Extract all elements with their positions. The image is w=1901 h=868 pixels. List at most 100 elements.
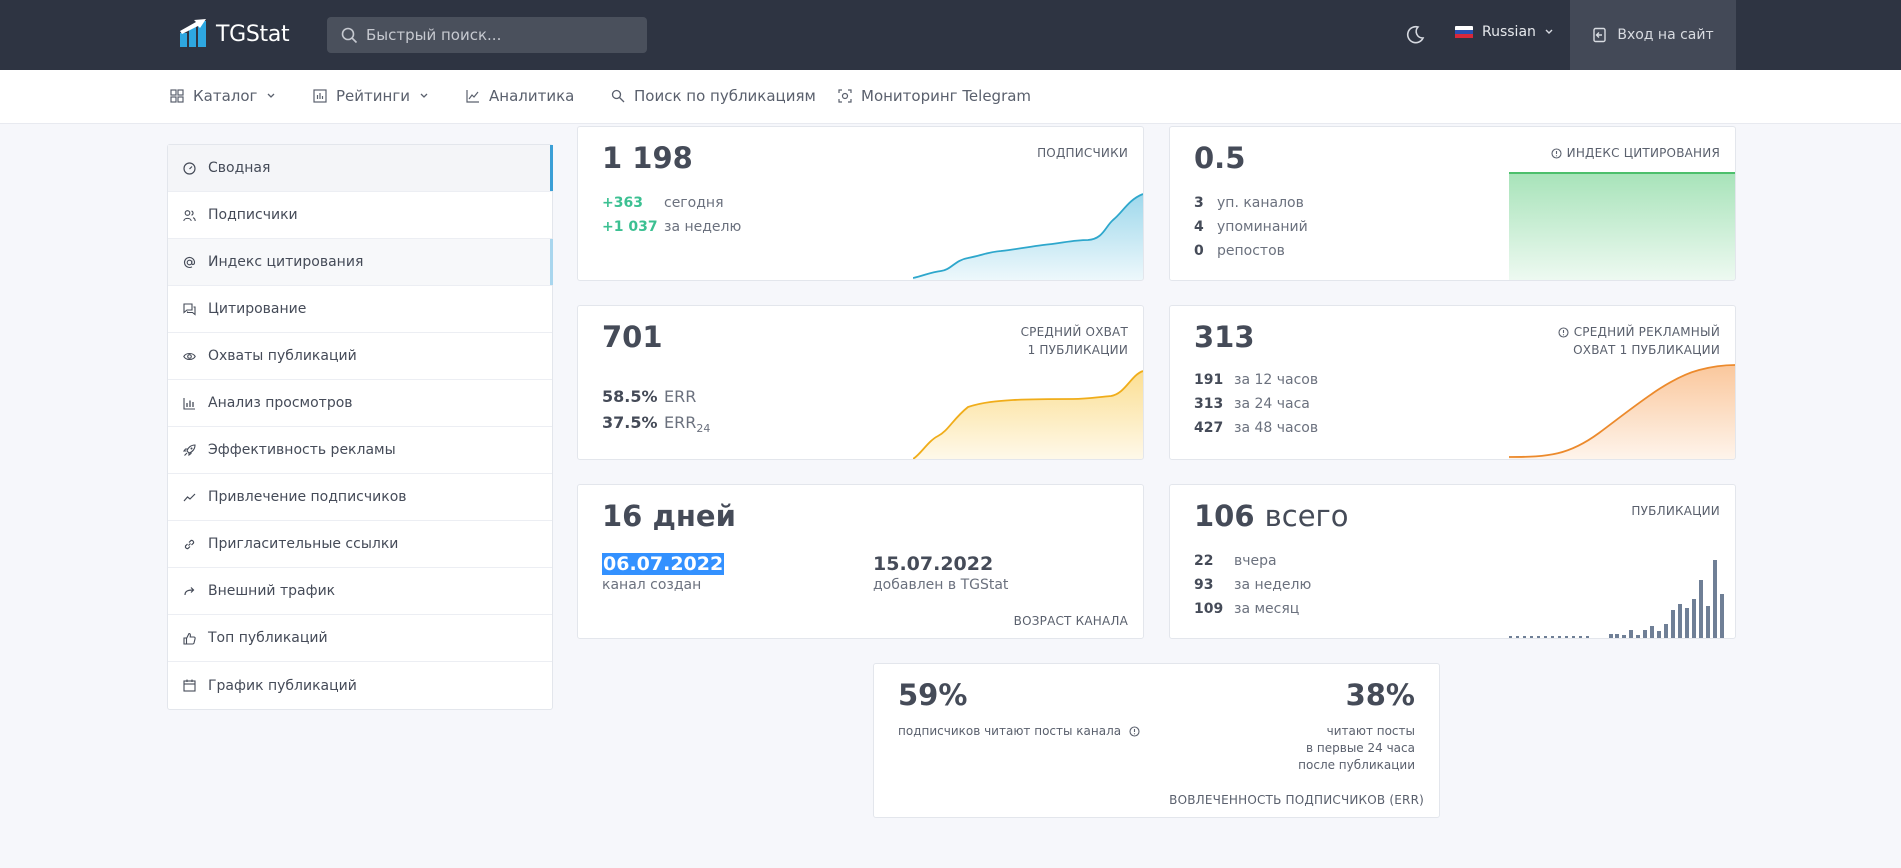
sidebar-item-external-traffic[interactable]: Внешний трафик xyxy=(168,568,552,615)
err-text: ERR xyxy=(664,387,697,406)
ad-reach-stats: 191 за 12 часов 313 за 24 часа 427 за 48 ча… xyxy=(1194,368,1318,440)
sidebar-item-label: Внешний трафик xyxy=(208,583,336,599)
sidebar-item-citation-index[interactable]: Индекс цитирования xyxy=(168,239,553,286)
search-box[interactable] xyxy=(327,17,647,53)
bar-chart-icon xyxy=(183,397,195,410)
sidebar-item-label: Сводная xyxy=(208,160,271,176)
sidebar-item-top-posts[interactable]: Топ публикаций xyxy=(168,615,552,662)
moon-icon[interactable] xyxy=(1404,24,1426,46)
nav-label: Рейтинги xyxy=(336,87,410,105)
created-date: 06.07.2022 xyxy=(602,553,725,575)
login-icon xyxy=(1593,27,1607,43)
sidebar-item-label: Индекс цитирования xyxy=(208,254,364,270)
stat-value: 4 xyxy=(1194,219,1204,235)
nav-monitoring[interactable]: Мониторинг Telegram xyxy=(838,87,1031,105)
average-reach-card: 701 СРЕДНИЙ ОХВАТ 1 ПУБЛИКАЦИИ 58.5% ERR 3… xyxy=(577,305,1144,460)
nav-ratings[interactable]: Рейтинги xyxy=(313,87,429,105)
engagement-left-percent: 59% xyxy=(898,678,968,712)
err24-subscript: 24 xyxy=(696,422,711,436)
ad-reach-card: 313 СРЕДНИЙ РЕКЛАМНЫЙ ОХВАТ 1 ПУБЛИКАЦИИ … xyxy=(1169,305,1736,460)
stat-text: репостов xyxy=(1217,243,1285,259)
today-text: сегодня xyxy=(664,195,724,211)
ad-reach-value: 313 xyxy=(1194,320,1255,354)
card-label: ПУБЛИКАЦИИ xyxy=(1631,504,1720,518)
nav-analytics[interactable]: Аналитика xyxy=(466,87,574,105)
sidebar-item-citation[interactable]: Цитирование xyxy=(168,286,552,333)
stat-value: 109 xyxy=(1194,601,1224,617)
sidebar-item-subscribers[interactable]: Подписчики xyxy=(168,192,552,239)
engagement-left-text: подписчиков читают посты канала xyxy=(898,723,1140,740)
language-label: Russian xyxy=(1482,24,1536,40)
help-icon[interactable] xyxy=(1551,148,1562,159)
at-sign-icon xyxy=(183,256,196,268)
stat-value: 22 xyxy=(1194,553,1214,569)
nav-label: Аналитика xyxy=(489,87,575,105)
sidebar-item-label: Пригласительные ссылки xyxy=(208,536,399,552)
grid-icon xyxy=(170,89,184,103)
card-label: ИНДЕКС ЦИТИРОВАНИЯ xyxy=(1551,144,1720,162)
stat-value: 191 xyxy=(1194,372,1224,388)
reach-sparkline xyxy=(913,370,1143,459)
stat-value: 3 xyxy=(1194,195,1204,211)
engagement-right-line: после публикации xyxy=(1298,758,1415,772)
err24-text: ERR24 xyxy=(664,410,710,442)
err-stats: 58.5% ERR 37.5% ERR24 xyxy=(602,384,710,442)
language-selector[interactable]: Russian xyxy=(1455,24,1554,40)
citation-index-value: 0.5 xyxy=(1194,141,1246,175)
calendar-icon xyxy=(183,679,196,692)
logo-text: TGStat xyxy=(216,21,290,47)
search-icon xyxy=(341,27,358,43)
card-label-line: 1 ПУБЛИКАЦИИ xyxy=(1027,343,1128,357)
today-value: +363 xyxy=(602,195,643,211)
stat-text: за 48 часов xyxy=(1234,420,1319,436)
stat-value: 93 xyxy=(1194,577,1214,593)
card-label: СРЕДНИЙ ОХВАТ 1 ПУБЛИКАЦИИ xyxy=(1021,323,1128,359)
nav-label: Каталог xyxy=(193,87,258,105)
sidebar-item-label: Цитирование xyxy=(208,301,307,317)
stat-text: упоминаний xyxy=(1217,219,1308,235)
thumbs-up-icon xyxy=(183,632,196,645)
engagement-right-line: читают посты xyxy=(1326,724,1415,738)
nav-label: Поиск по публикациям xyxy=(634,87,816,105)
sidebar-item-label: Эффективность рекламы xyxy=(208,442,396,458)
posts-total-number: 106 xyxy=(1194,499,1255,533)
login-button[interactable]: Вход на сайт xyxy=(1570,0,1736,70)
help-icon[interactable] xyxy=(1558,327,1569,338)
engagement-right-text: читают посты в первые 24 часа после публ… xyxy=(1298,723,1415,774)
logo[interactable]: TGStat xyxy=(178,19,290,49)
sidebar-item-invite-links[interactable]: Пригласительные ссылки xyxy=(168,521,552,568)
nav-catalog[interactable]: Каталог xyxy=(170,87,276,105)
sidebar-item-post-reach[interactable]: Охваты публикаций xyxy=(168,333,552,380)
chevron-down-icon xyxy=(1545,29,1553,34)
card-label-line: СРЕДНИЙ РЕКЛАМНЫЙ xyxy=(1573,325,1720,339)
card-label: СРЕДНИЙ РЕКЛАМНЫЙ ОХВАТ 1 ПУБЛИКАЦИИ xyxy=(1558,323,1720,359)
sidebar-item-ad-efficiency[interactable]: Эффективность рекламы xyxy=(168,427,552,474)
channel-age-value: 16 дней xyxy=(602,499,736,533)
sidebar-item-views-analysis[interactable]: Анализ просмотров xyxy=(168,380,552,427)
week-value: +1 037 xyxy=(602,219,658,235)
link-icon xyxy=(184,539,195,549)
top-bar: TGStat Russian Вход на сайт xyxy=(0,0,1901,70)
subscribers-count: 1 198 xyxy=(602,141,693,175)
engagement-left-label: подписчиков читают посты канала xyxy=(898,724,1122,738)
citation-stats: 3 уп. каналов 4 упоминаний 0 репостов xyxy=(1194,191,1308,263)
card-label-line: ОХВАТ 1 ПУБЛИКАЦИИ xyxy=(1573,343,1720,357)
sidebar-item-subscriber-acquisition[interactable]: Привлечение подписчиков xyxy=(168,474,552,521)
stat-value: 427 xyxy=(1194,420,1224,436)
stat-text: за неделю xyxy=(1234,577,1312,593)
login-label: Вход на сайт xyxy=(1617,27,1714,43)
help-icon[interactable] xyxy=(1129,726,1140,737)
posts-card: 106 всего ПУБЛИКАЦИИ 22 вчера 93 за неделю… xyxy=(1169,484,1736,639)
search-input[interactable] xyxy=(366,26,636,44)
subscribers-card: 1 198 ПОДПИСЧИКИ +363 сегодня +1 037 за не… xyxy=(577,126,1144,281)
subscribers-sparkline xyxy=(913,193,1143,280)
chevron-down-icon xyxy=(267,93,275,98)
dashboard-icon xyxy=(183,161,196,175)
sidebar-item-summary[interactable]: Сводная xyxy=(168,145,553,192)
week-text: за неделю xyxy=(664,219,742,235)
ratings-icon xyxy=(313,89,327,103)
sidebar-item-post-schedule[interactable]: График публикаций xyxy=(168,662,552,709)
quote-icon xyxy=(183,302,196,316)
nav-post-search[interactable]: Поиск по публикациям xyxy=(611,87,816,105)
russia-flag-icon xyxy=(1455,25,1473,39)
